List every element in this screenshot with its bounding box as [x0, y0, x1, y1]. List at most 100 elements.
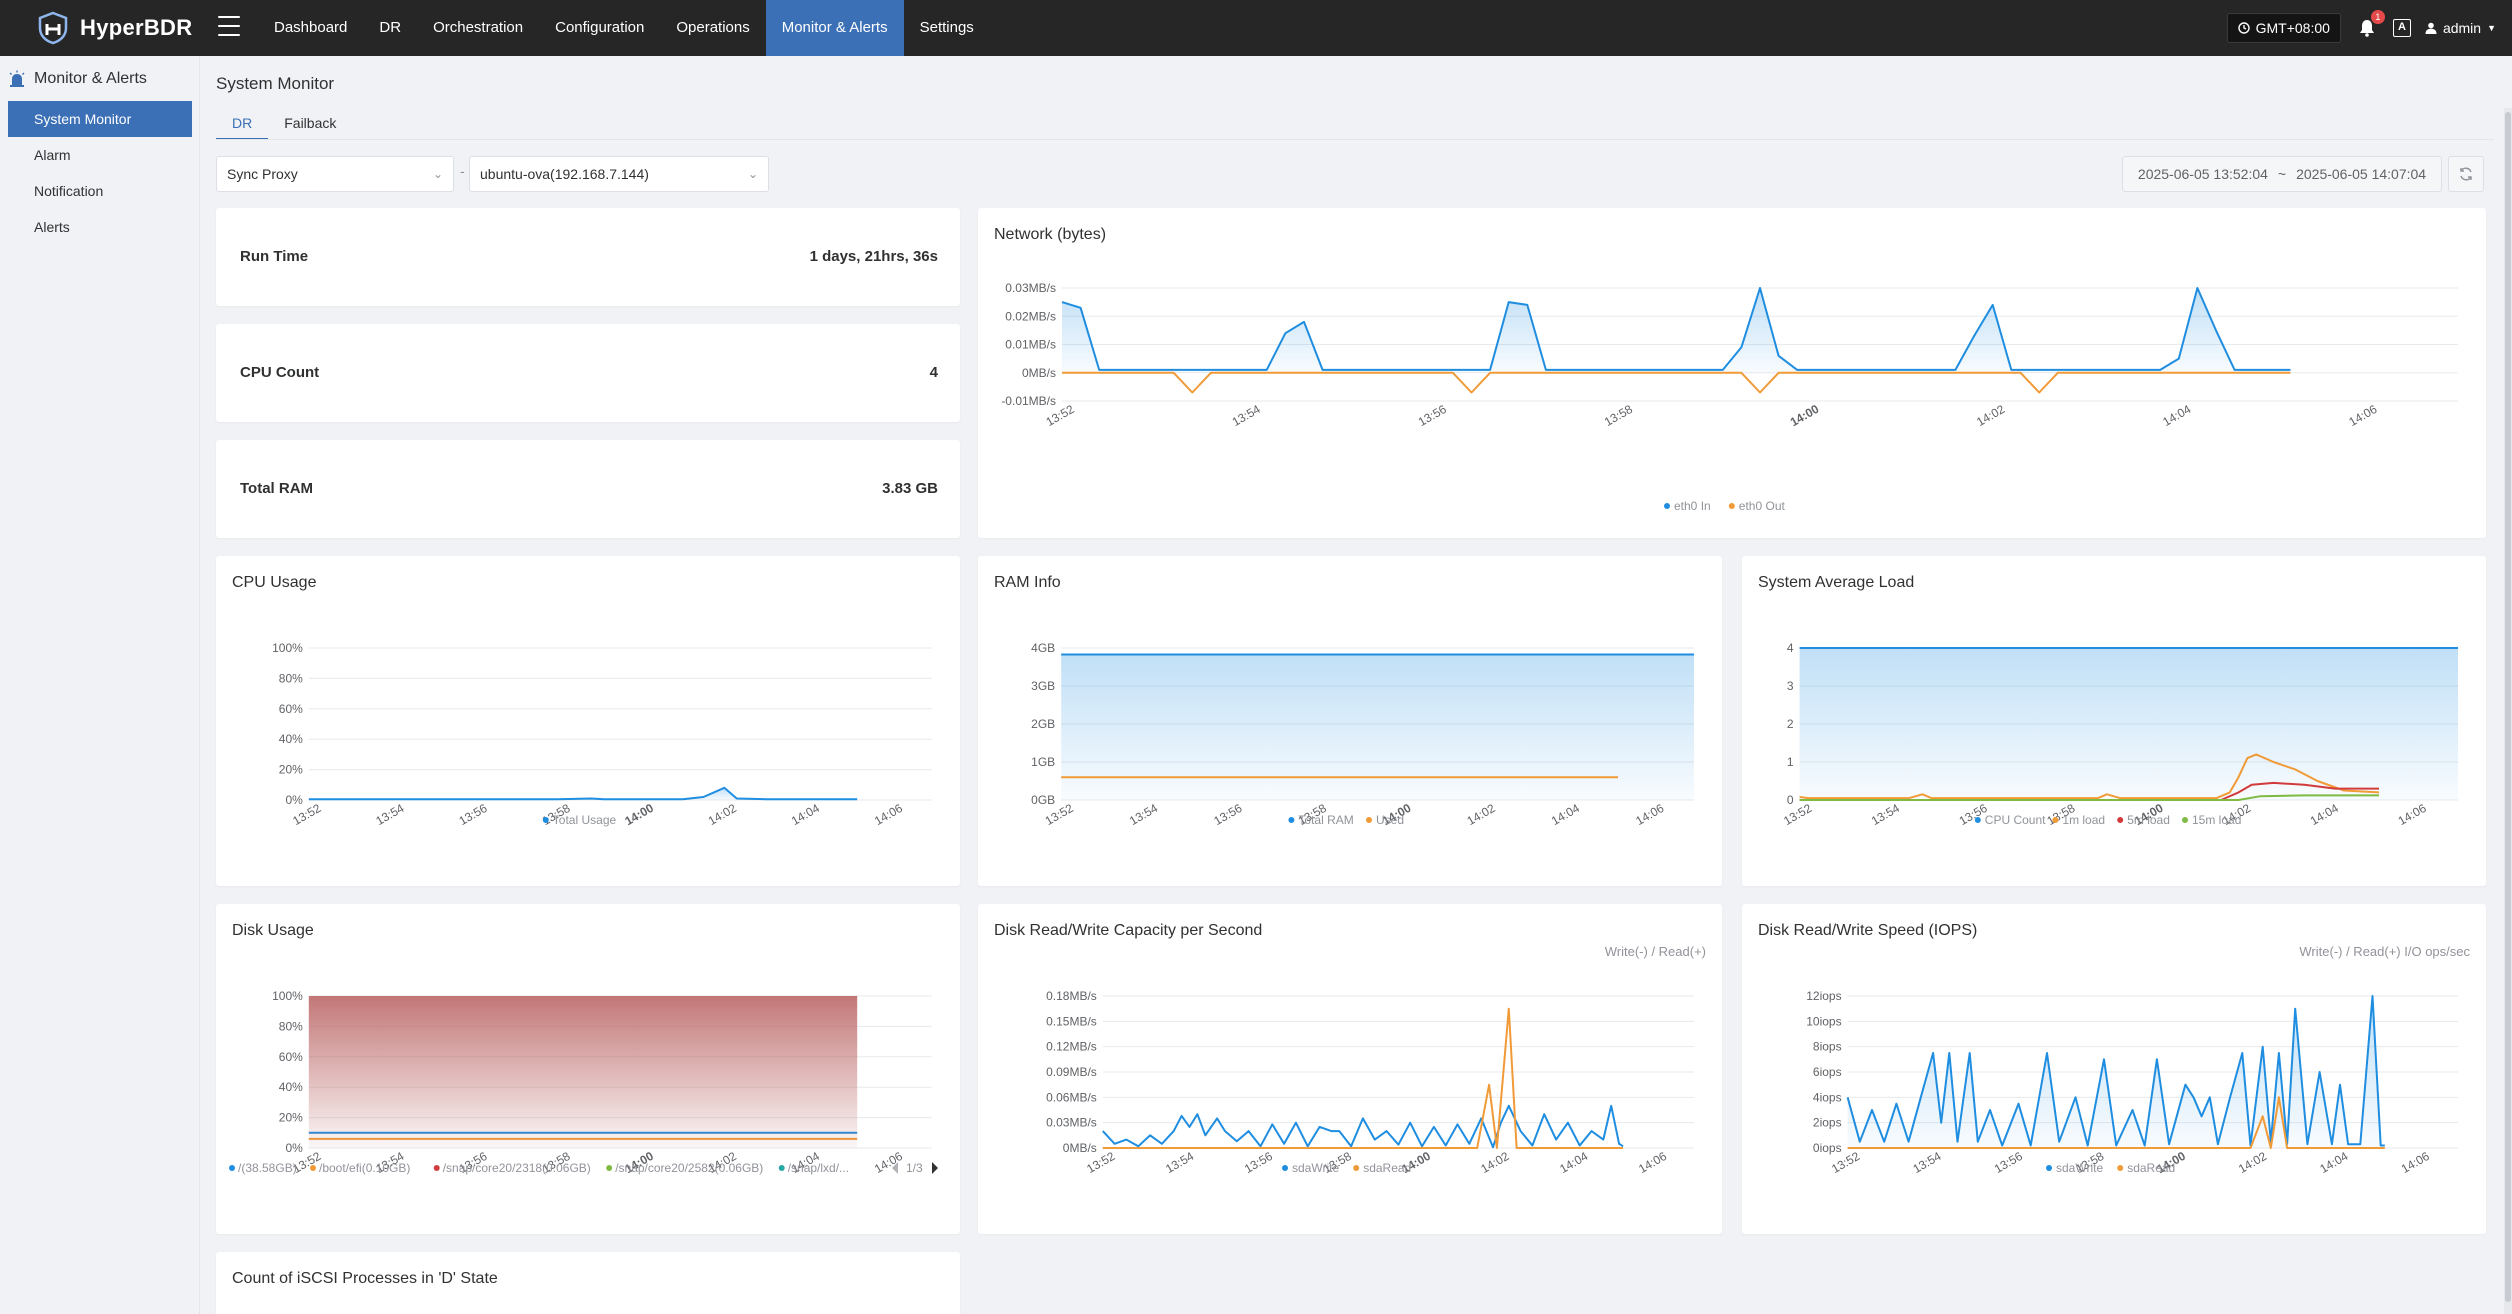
- legend-item[interactable]: sdaWrite: [1292, 1161, 1339, 1175]
- network-chart-card: Network (bytes) -0.01MB/s 0MB/s 0.01MB/s 0.…: [978, 208, 2486, 538]
- chart-title: System Average Load: [1758, 574, 1915, 591]
- legend-page: 1/3: [906, 1161, 923, 1175]
- clock-icon: [2237, 22, 2250, 34]
- x-tick-label: 14:06: [872, 801, 905, 828]
- legend-item[interactable]: /snap/lxd/...: [788, 1161, 849, 1175]
- legend-item[interactable]: /(38.58GB): [238, 1161, 297, 1175]
- legend-marker: [1728, 503, 1735, 509]
- legend-prev-icon[interactable]: [892, 1162, 898, 1174]
- tab-failback[interactable]: Failback: [284, 115, 337, 131]
- chart-subtitle: Write(-) / Read(+) I/O ops/sec: [2299, 944, 2470, 959]
- sidebar-item-alarm[interactable]: Alarm: [34, 147, 71, 163]
- shield-logo-icon: [38, 11, 68, 45]
- select-separator: -: [460, 163, 465, 179]
- y-tick-label: 0.03MB/s: [1005, 281, 1056, 295]
- legend-next-icon[interactable]: [932, 1162, 938, 1174]
- legend-marker: [1288, 817, 1295, 823]
- chevron-down-icon: ▼: [2487, 23, 2496, 33]
- legend-marker: [433, 1165, 440, 1171]
- y-tick-label: 0.12MB/s: [1046, 1040, 1097, 1054]
- app-logo[interactable]: HyperBDR: [36, 10, 192, 46]
- legend-marker: [229, 1165, 235, 1171]
- series-line: [1102, 1007, 1624, 1149]
- user-menu[interactable]: admin ▼: [2425, 20, 2506, 36]
- nav-settings[interactable]: Settings: [919, 19, 974, 36]
- y-tick-label: 0.01MB/s: [1005, 338, 1056, 352]
- legend-item[interactable]: 15m load: [2192, 813, 2241, 827]
- nav-configuration[interactable]: Configuration: [555, 19, 645, 36]
- x-tick-label: 14:06: [2396, 801, 2429, 828]
- x-tick-label: 14:02: [1465, 801, 1498, 828]
- sidebar-item-notification[interactable]: Notification: [34, 183, 104, 199]
- proxy-select[interactable]: Sync Proxy ⌄: [216, 156, 454, 192]
- timezone-selector[interactable]: GMT+08:00: [2226, 13, 2341, 43]
- notification-badge: 1: [2370, 10, 2385, 24]
- date-range-picker[interactable]: 2025-06-05 13:52:04 ~ 2025-06-05 14:07:0…: [2122, 156, 2442, 192]
- legend-item[interactable]: eth0 In: [1674, 499, 1711, 513]
- nav-orchestration[interactable]: Orchestration: [433, 19, 524, 36]
- nav-operations[interactable]: Operations: [676, 19, 750, 36]
- x-tick-label: 14:00: [1788, 402, 1822, 430]
- x-tick-label: 14:04: [2308, 801, 2341, 828]
- legend-marker: [606, 1165, 613, 1171]
- range-end: 2025-06-05 14:07:04: [2296, 166, 2427, 182]
- nav-monitor-alerts[interactable]: Monitor & Alerts: [765, 0, 904, 56]
- y-tick-label: 20%: [279, 1111, 303, 1125]
- y-tick-label: 80%: [279, 1019, 303, 1033]
- series-area: [1061, 654, 1694, 800]
- y-tick-label: 2: [1787, 717, 1794, 731]
- nav-dr[interactable]: DR: [379, 19, 402, 36]
- series-line: [1102, 1104, 1624, 1149]
- x-tick-label: 14:04: [2317, 1149, 2350, 1176]
- chart-subtitle: Write(-) / Read(+): [1604, 944, 1706, 959]
- sidebar-item-alerts[interactable]: Alerts: [34, 219, 70, 235]
- legend-marker: [1282, 1165, 1288, 1171]
- alarm-light-icon: [9, 70, 25, 87]
- nav-dashboard[interactable]: Dashboard: [274, 19, 348, 36]
- y-tick-label: 4iops: [1813, 1090, 1842, 1104]
- chart-title: Network (bytes): [994, 226, 1107, 243]
- top-bar: HyperBDR Dashboard DR Orchestration Conf…: [0, 0, 2512, 56]
- chart-title: CPU Usage: [232, 574, 317, 591]
- legend-item[interactable]: /snap/core20/2318(0.06GB): [443, 1161, 591, 1175]
- legend-item[interactable]: /snap/core20/2582(0.06GB): [615, 1161, 763, 1175]
- y-tick-label: 0MB/s: [1063, 1141, 1097, 1155]
- legend-item[interactable]: 5m load: [2127, 813, 2170, 827]
- x-tick-label: 14:00: [622, 801, 656, 829]
- system-load-chart-card: System Average Load 0 1 2 3 4 13:52 13:54 13:56…: [1742, 556, 2486, 886]
- legend-item[interactable]: /boot/efi(0.10GB): [319, 1161, 410, 1175]
- legend-item[interactable]: sdaWrite: [2056, 1161, 2103, 1175]
- legend-item[interactable]: Used: [1376, 813, 1404, 827]
- refresh-button[interactable]: [2448, 156, 2484, 192]
- legend-item[interactable]: Total Usage: [553, 813, 617, 827]
- page-scrollbar-thumb[interactable]: [2505, 112, 2511, 1302]
- user-icon: [2425, 22, 2437, 34]
- series-line: [1799, 753, 2380, 800]
- y-tick-label: 0.06MB/s: [1046, 1090, 1097, 1104]
- x-tick-label: 13:56: [1416, 402, 1449, 429]
- legend-marker: [1366, 817, 1372, 823]
- legend-item[interactable]: CPU Count: [1985, 813, 2046, 827]
- sidebar-section-header[interactable]: Monitor & Alerts: [8, 70, 147, 88]
- sidebar-item-system-monitor[interactable]: System Monitor: [8, 101, 192, 137]
- legend-item[interactable]: Total RAM: [1298, 813, 1353, 827]
- legend-item[interactable]: eth0 Out: [1739, 499, 1786, 513]
- legend-item[interactable]: sdaRead: [2127, 1161, 2175, 1175]
- legend-item[interactable]: 1m load: [2062, 813, 2105, 827]
- tab-dr[interactable]: DR: [216, 108, 269, 140]
- notifications-button[interactable]: 1: [2355, 10, 2385, 40]
- username: admin: [2442, 20, 2482, 36]
- chart-title: Disk Read/Write Capacity per Second: [994, 922, 1263, 939]
- x-tick-label: 14:06: [2399, 1149, 2432, 1176]
- total-ram-value: 3.83 GB: [882, 480, 938, 497]
- host-select[interactable]: ubuntu-ova(192.168.7.144) ⌄: [469, 156, 769, 192]
- runtime-label: Run Time: [240, 248, 309, 265]
- menu-toggle-icon[interactable]: [218, 16, 240, 36]
- x-tick-label: 14:04: [2160, 402, 2193, 429]
- legend-marker: [2046, 1165, 2052, 1171]
- y-tick-label: 60%: [279, 702, 303, 716]
- legend-item[interactable]: sdaRead: [1363, 1161, 1411, 1175]
- x-tick-label: 13:56: [456, 801, 489, 828]
- language-icon[interactable]: A: [2392, 19, 2411, 37]
- x-tick-label: 13:58: [1602, 402, 1635, 429]
